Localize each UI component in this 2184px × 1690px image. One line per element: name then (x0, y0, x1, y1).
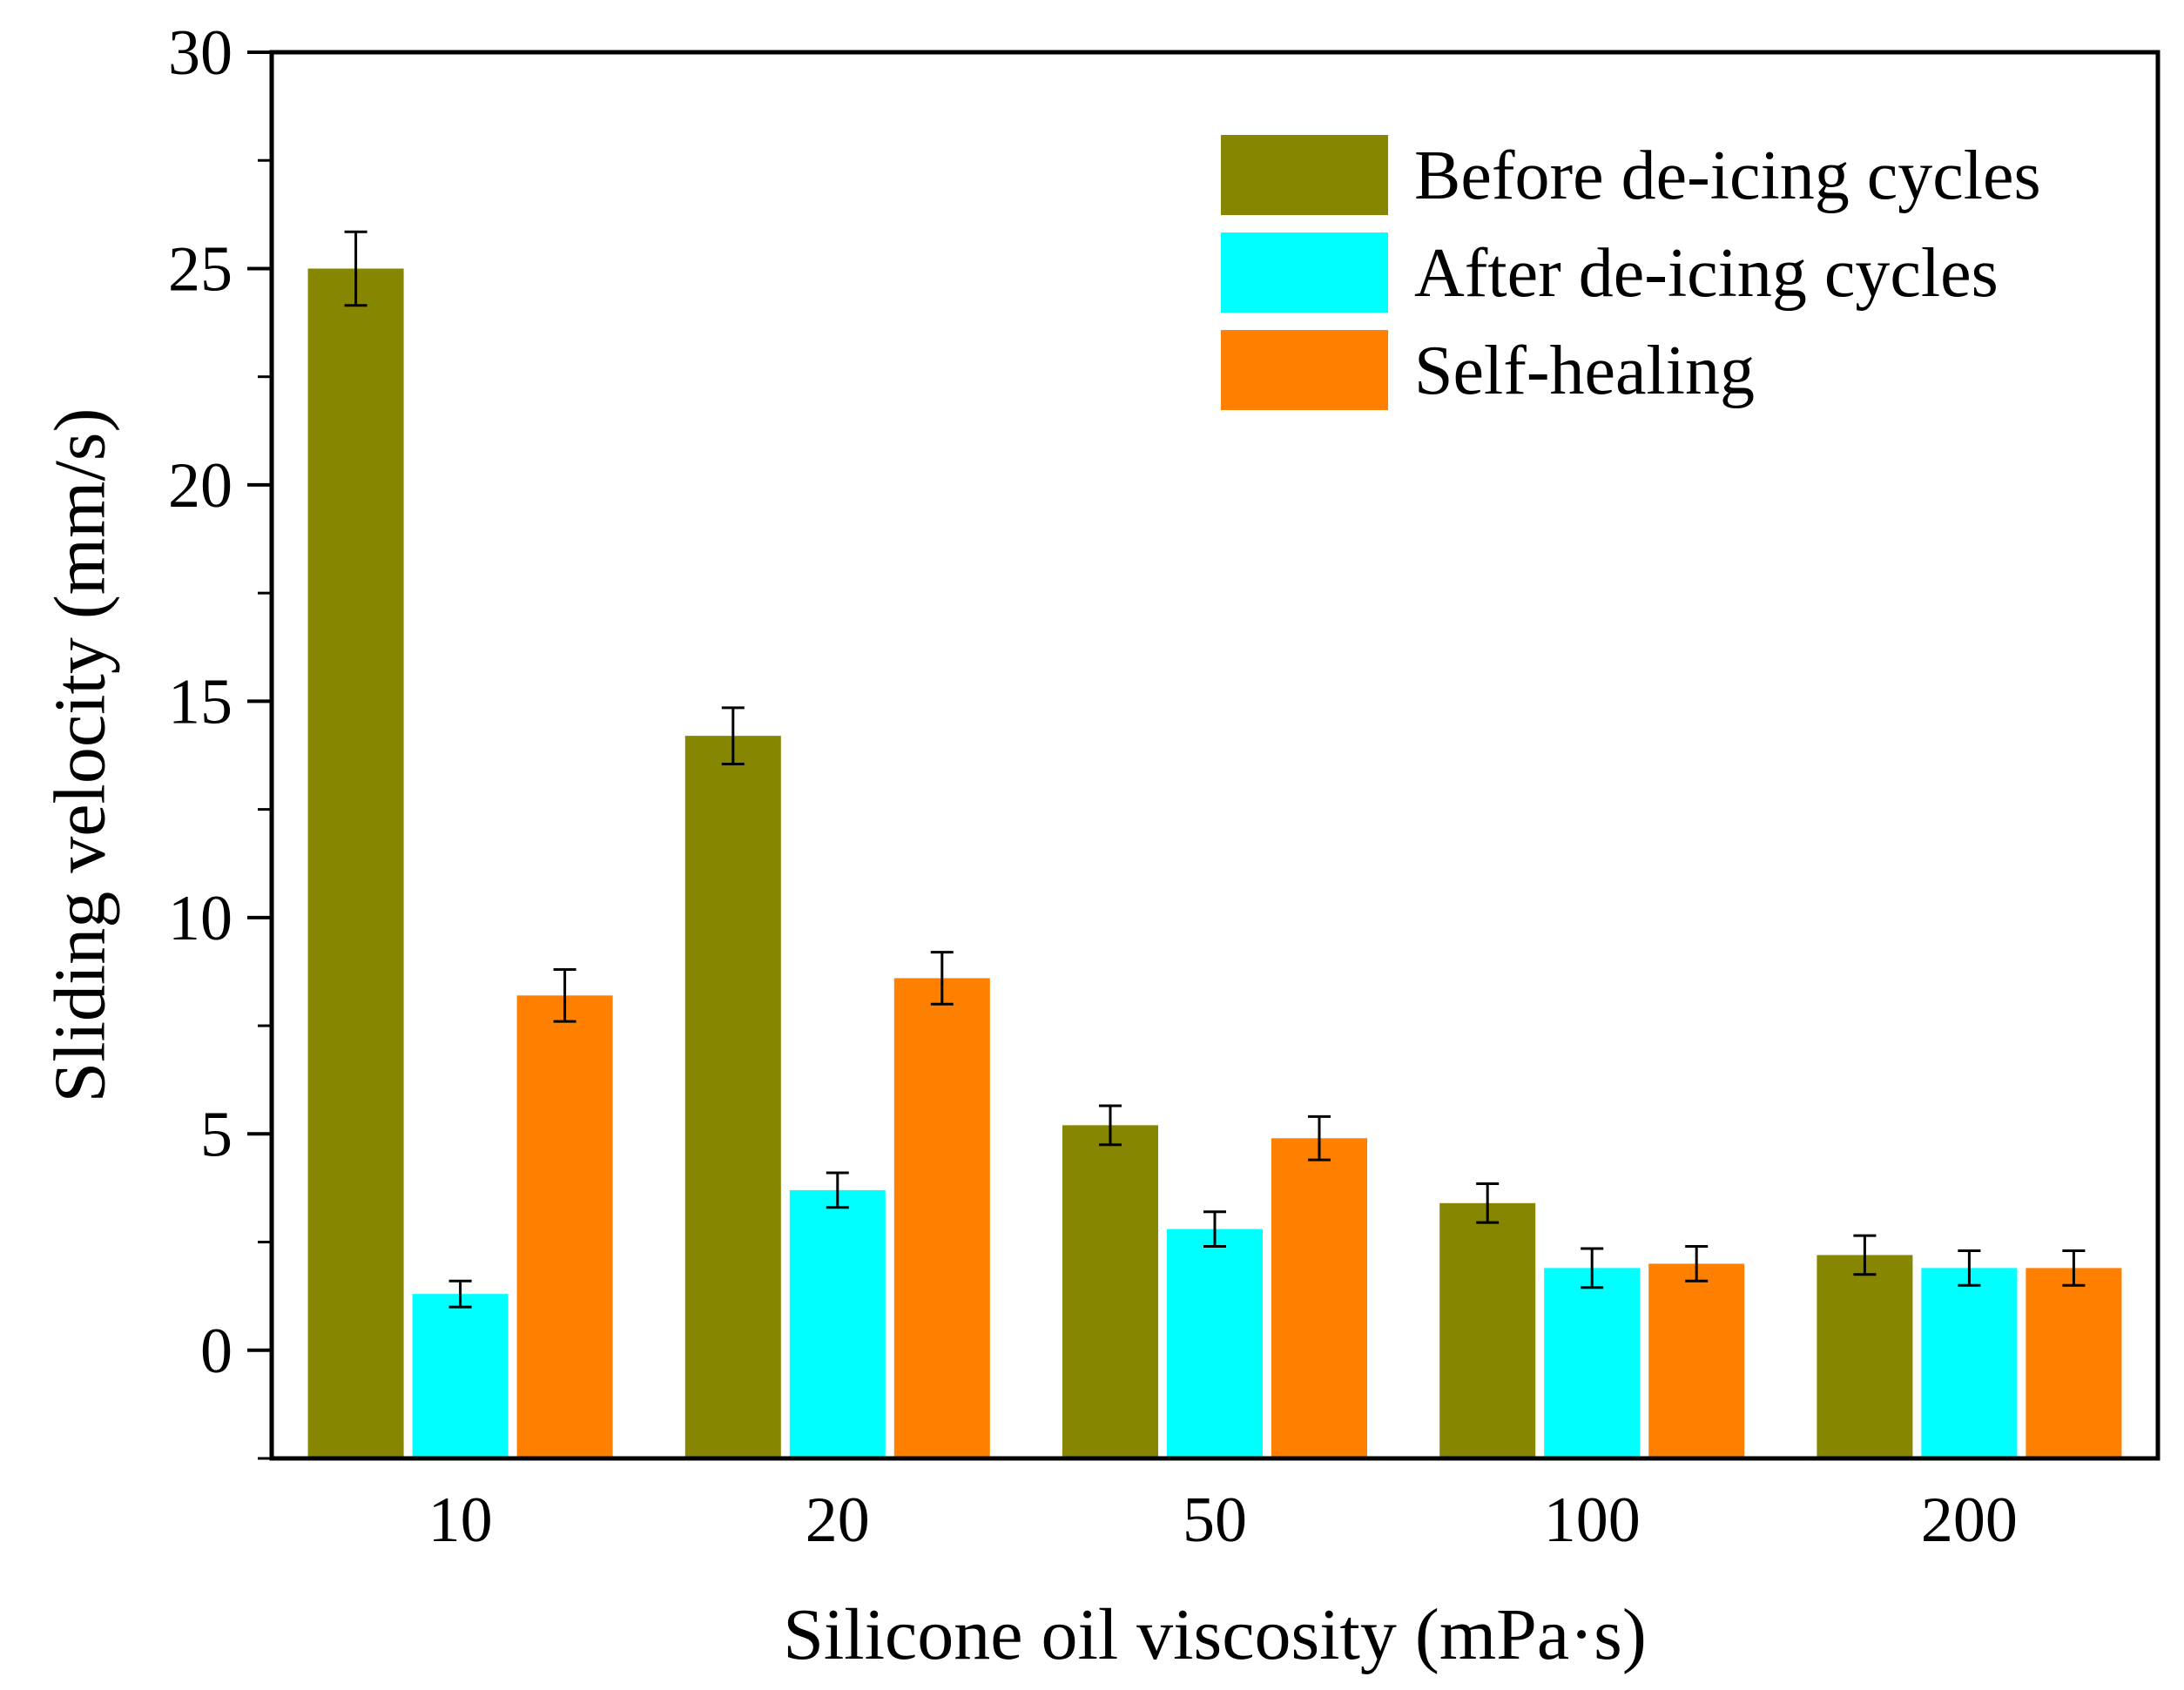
bar-2-50 (1271, 1138, 1367, 1458)
x-tick-label: 100 (1544, 1485, 1641, 1556)
legend: Before de-icing cycles After de-icing cyc… (1221, 135, 2041, 410)
bar-1-10 (412, 1294, 509, 1458)
bar-0-200 (1817, 1255, 1913, 1458)
y-tick-label: 25 (168, 233, 233, 305)
bar-2-100 (1648, 1263, 1745, 1458)
bar-2-20 (893, 978, 990, 1458)
y-tick-label: 10 (168, 883, 233, 954)
bar-1-100 (1544, 1268, 1641, 1458)
x-tick-label: 50 (1183, 1485, 1247, 1556)
axes-layer: 10 20 50 100 200 0 5 10 15 20 25 30 (168, 17, 2160, 1556)
legend-swatch-0 (1221, 135, 1388, 215)
y-tick-label: 20 (168, 450, 233, 522)
bar-2-200 (2026, 1268, 2122, 1458)
legend-swatch-1 (1221, 232, 1388, 313)
y-tick-label: 0 (200, 1316, 233, 1387)
bar-0-100 (1439, 1202, 1536, 1458)
y-axis-title: Sliding velocity (mm/s) (39, 408, 120, 1103)
legend-swatch-2 (1221, 330, 1388, 410)
x-tick-label: 200 (1921, 1485, 2018, 1556)
bar-1-20 (789, 1189, 886, 1458)
y-tick-label: 15 (168, 666, 233, 737)
plot-frame (269, 50, 2160, 1461)
bars-layer (307, 230, 2122, 1458)
bar-1-50 (1167, 1229, 1263, 1458)
bar-1-200 (1921, 1268, 2018, 1458)
bar-0-20 (684, 736, 781, 1458)
bar-0-50 (1062, 1125, 1158, 1458)
x-axis-title: Silicone oil viscosity (mPa·s) (783, 1594, 1647, 1675)
legend-label-2: Self-healing (1414, 333, 1755, 409)
x-tick-label: 10 (428, 1485, 493, 1556)
legend-label-1: After de-icing cycles (1414, 235, 1999, 312)
x-tick-label: 20 (806, 1485, 870, 1556)
y-tick-label: 30 (168, 17, 233, 89)
bar-0-10 (307, 268, 404, 1458)
y-tick-label: 5 (200, 1099, 233, 1170)
bar-2-10 (516, 995, 613, 1458)
legend-label-0: Before de-icing cycles (1414, 138, 2041, 214)
